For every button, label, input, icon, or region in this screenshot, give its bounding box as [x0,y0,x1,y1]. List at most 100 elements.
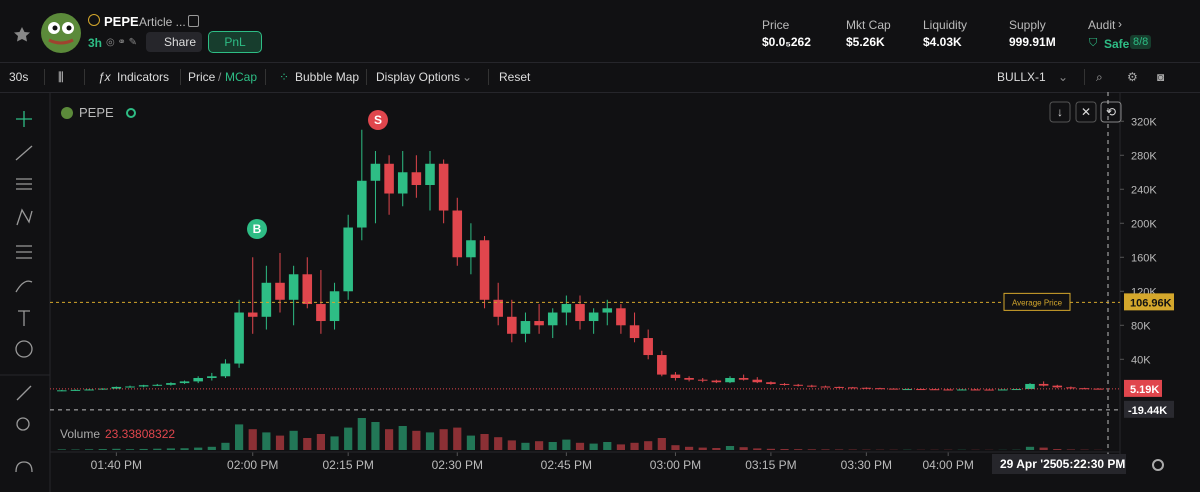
drawing-tools[interactable] [15,111,33,473]
average-price-tag [1003,292,1071,311]
volume-bar [207,446,216,450]
candle-body [261,282,272,317]
candle-body [588,312,599,322]
volume-bar [289,430,298,450]
settings-icon[interactable] [1152,459,1164,471]
volume-bar [753,448,762,450]
share-button[interactable]: Share [146,32,203,52]
volume-bar [603,442,612,450]
candle-body [616,308,626,326]
collapse-button[interactable] [1075,101,1097,123]
bot-select[interactable]: BULLX-1 [997,70,1046,84]
volume-bar [112,448,121,450]
candle-body [397,172,408,194]
candle-body [329,291,340,322]
candle-body [738,377,749,380]
volume-bar [412,430,421,450]
pnl-button[interactable]: PnL [208,31,262,53]
star-icon[interactable] [0,0,40,60]
svg-text:↓: ↓ [1057,105,1063,119]
volume-bar [657,438,666,450]
candle-body [711,380,722,383]
reset-button[interactable]: Reset [499,70,531,84]
volume-bar [807,449,816,450]
candle-body [370,163,381,181]
x-tick-label: 03:00 PM [650,458,701,472]
legend-avatar [61,107,73,119]
volume-bar [766,448,775,450]
volume-bar [153,448,162,450]
candle-body [166,383,176,385]
candle-body [929,389,940,391]
candle-body [247,312,258,317]
candle-body [670,374,681,378]
candle-body [57,390,67,392]
display-options-button[interactable]: Display Options [376,70,461,84]
volume-bar [453,427,462,450]
average-price-box [1124,293,1174,311]
refresh-button[interactable] [1100,101,1122,123]
average-price-label: Average Price [1012,298,1063,307]
candle-body [697,379,708,381]
candle-body [807,385,817,387]
volume-bar [521,442,530,450]
volume-bar [180,448,189,450]
y-tick-label: 40K [1131,354,1151,366]
candle-body [970,389,981,391]
candle-body [84,389,94,391]
candle-body [1052,385,1063,388]
toolbar: 30s ⫼ ƒx Indicators Price / MCap ⁘ Bubbl… [0,62,1200,93]
stat-label: Price [762,18,790,32]
stat-label: Mkt Cap [846,18,891,32]
volume-bar [439,429,448,450]
stat: Price $0.0₅262 [762,18,811,49]
header: PEPE Article ... 3h ◎ ⚭ ✎ Share PnL Pric… [0,0,1200,63]
candle-body [207,376,217,378]
candle-body [547,312,558,326]
candle-body [179,381,190,384]
crosshair-value-box [1124,400,1174,418]
token-subtitle: Article ... [139,15,186,29]
candle-body [1066,387,1076,389]
candle-body [561,304,572,313]
volume-bar [235,424,244,450]
scroll-button[interactable] [1049,101,1071,123]
candle-body [302,274,313,305]
candle-body [820,386,831,388]
candle-body [343,227,353,292]
bubble-map-button[interactable]: Bubble Map [295,70,360,84]
candle-body [779,383,790,385]
candle-body [875,388,885,390]
price-toggle[interactable]: Price [188,70,216,84]
volume-bar [194,447,203,450]
chart-title: PEPE [79,105,114,120]
volume-bar [166,448,175,450]
candle-body [507,316,517,334]
volume-bar [139,448,148,450]
candle-body [220,363,231,377]
volume-bar [303,438,312,450]
audit-label[interactable]: Audit [1088,18,1116,32]
audit-status: Safe [1104,37,1130,51]
indicators-button[interactable]: Indicators [117,70,170,84]
candle-body [288,274,299,300]
mcap-toggle[interactable]: MCap [225,70,258,84]
volume-bar [589,443,598,450]
crosshair-date: 29 Apr '25 [1000,457,1057,471]
candle-body [125,386,135,388]
x-tick-label: 02:00 PM [227,458,278,472]
volume-bar [780,449,789,450]
stat-label: Supply [1009,18,1046,32]
buy-marker [247,219,267,239]
candle-body [957,389,967,391]
candle-body [111,386,122,389]
audit-score: 8/8 [1130,35,1152,49]
stat-label: Liquidity [923,18,968,32]
interval[interactable]: 30s [9,70,29,84]
x-tick-label: 02:15 PM [322,458,373,472]
volume-bar [1039,447,1048,450]
candle-body [275,282,285,300]
buy-marker-label: B [253,222,262,236]
volume-bar [698,447,707,450]
volume-bar [398,426,407,450]
